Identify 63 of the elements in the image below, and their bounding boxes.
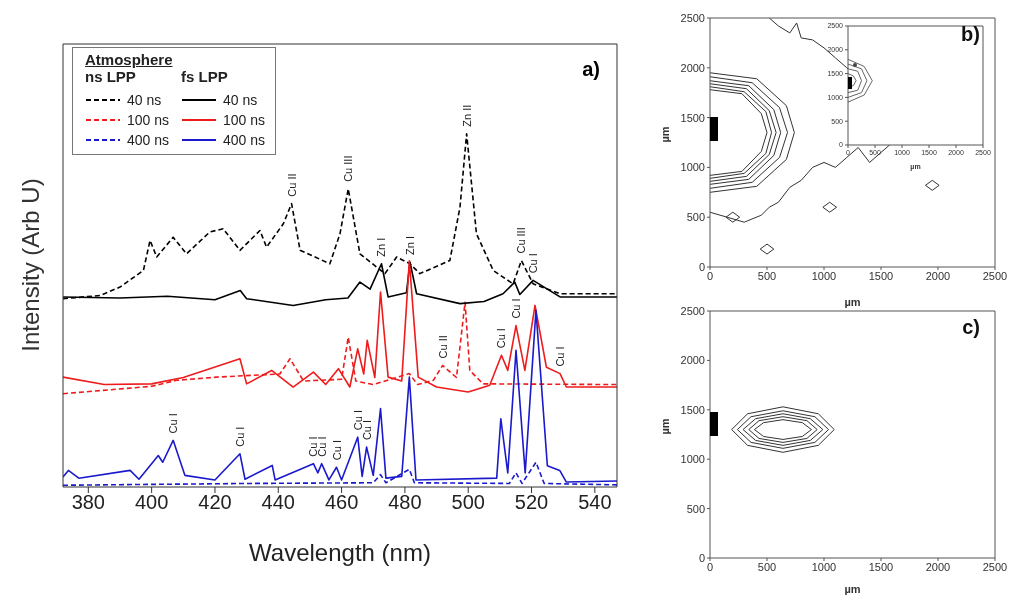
y-tick-label: 1500 xyxy=(680,111,705,124)
y-axis-title: Intensity (Arb U) xyxy=(16,178,44,352)
annotation: Cu I xyxy=(495,328,508,349)
x-tick-label: 500 xyxy=(757,269,777,282)
annotation: Zn II xyxy=(460,104,473,127)
x-tick-label: 500 xyxy=(757,560,777,573)
y-axis-title: µm xyxy=(658,126,671,143)
x-tick-label: 2500 xyxy=(982,269,1008,282)
annotation: Zn I xyxy=(375,237,388,257)
x-axis-title: µm xyxy=(844,296,861,308)
annotation: Cu I xyxy=(510,298,523,319)
y-tick-label: 2000 xyxy=(680,61,705,74)
annotation: Cu I xyxy=(330,440,343,461)
annotation: Cu I xyxy=(233,426,246,447)
x-axis-title: µm xyxy=(844,583,861,595)
x-axis-title: Wavelength (nm) xyxy=(249,539,431,566)
x-tick-label: 2500 xyxy=(982,560,1008,573)
annotation: Cu II xyxy=(436,335,449,359)
x-tick-label: 400 xyxy=(134,491,169,514)
annotation: Cu III xyxy=(515,227,528,254)
legend-label: 100 ns xyxy=(223,112,266,128)
text: a) xyxy=(582,58,600,81)
x-tick-label: 500 xyxy=(451,491,485,514)
text: fs LPP xyxy=(181,68,229,87)
x-tick-label: 1500 xyxy=(868,560,894,573)
x-tick-label: 0 xyxy=(706,269,714,282)
x-tick-label: 380 xyxy=(71,491,106,514)
legend-label: 400 ns xyxy=(223,132,266,148)
legend-label: 400 ns xyxy=(127,132,170,148)
y-tick-label: 1000 xyxy=(680,453,705,466)
annotation: Cu I xyxy=(167,413,180,434)
annotation: Cu I xyxy=(351,410,364,431)
legend-label: 100 ns xyxy=(127,112,170,128)
y-tick-label: 0 xyxy=(698,551,705,564)
annotation: Cu I xyxy=(527,253,540,274)
y-tick-label: 500 xyxy=(686,211,705,224)
y-tick-label: 0 xyxy=(698,260,705,273)
x-tick-label: 520 xyxy=(514,491,549,514)
x-tick-label: 2000 xyxy=(925,560,951,573)
x-tick-label: 480 xyxy=(388,491,422,514)
x-tick-label: 440 xyxy=(261,491,295,514)
x-tick-label: 460 xyxy=(324,491,359,514)
legend-label: 40 ns xyxy=(223,92,258,108)
annotation: Cu III xyxy=(342,155,355,182)
x-tick-label: 1500 xyxy=(868,269,894,282)
annotation: c) xyxy=(962,316,980,339)
annotation: Cu I xyxy=(554,346,567,367)
y-tick-label: 2000 xyxy=(680,354,705,367)
legend-label: 40 ns xyxy=(127,92,162,108)
annotation: Cu II xyxy=(285,173,298,197)
x-tick-label: 0 xyxy=(706,560,714,573)
x-tick-label: 540 xyxy=(578,491,612,514)
y-tick-label: 1500 xyxy=(680,403,705,416)
annotation: Zn I xyxy=(403,236,416,255)
y-tick-label: 2500 xyxy=(680,11,705,24)
y-tick-label: 1000 xyxy=(680,161,705,174)
annotation: b) xyxy=(961,23,980,46)
text: ns LPP xyxy=(85,68,137,87)
y-axis-title: µm xyxy=(658,418,671,435)
legend-title: Atmosphere xyxy=(85,51,174,68)
y-tick-label: 2500 xyxy=(680,304,705,317)
x-tick-label: 2000 xyxy=(925,269,951,282)
x-tick-label: 420 xyxy=(198,491,232,514)
